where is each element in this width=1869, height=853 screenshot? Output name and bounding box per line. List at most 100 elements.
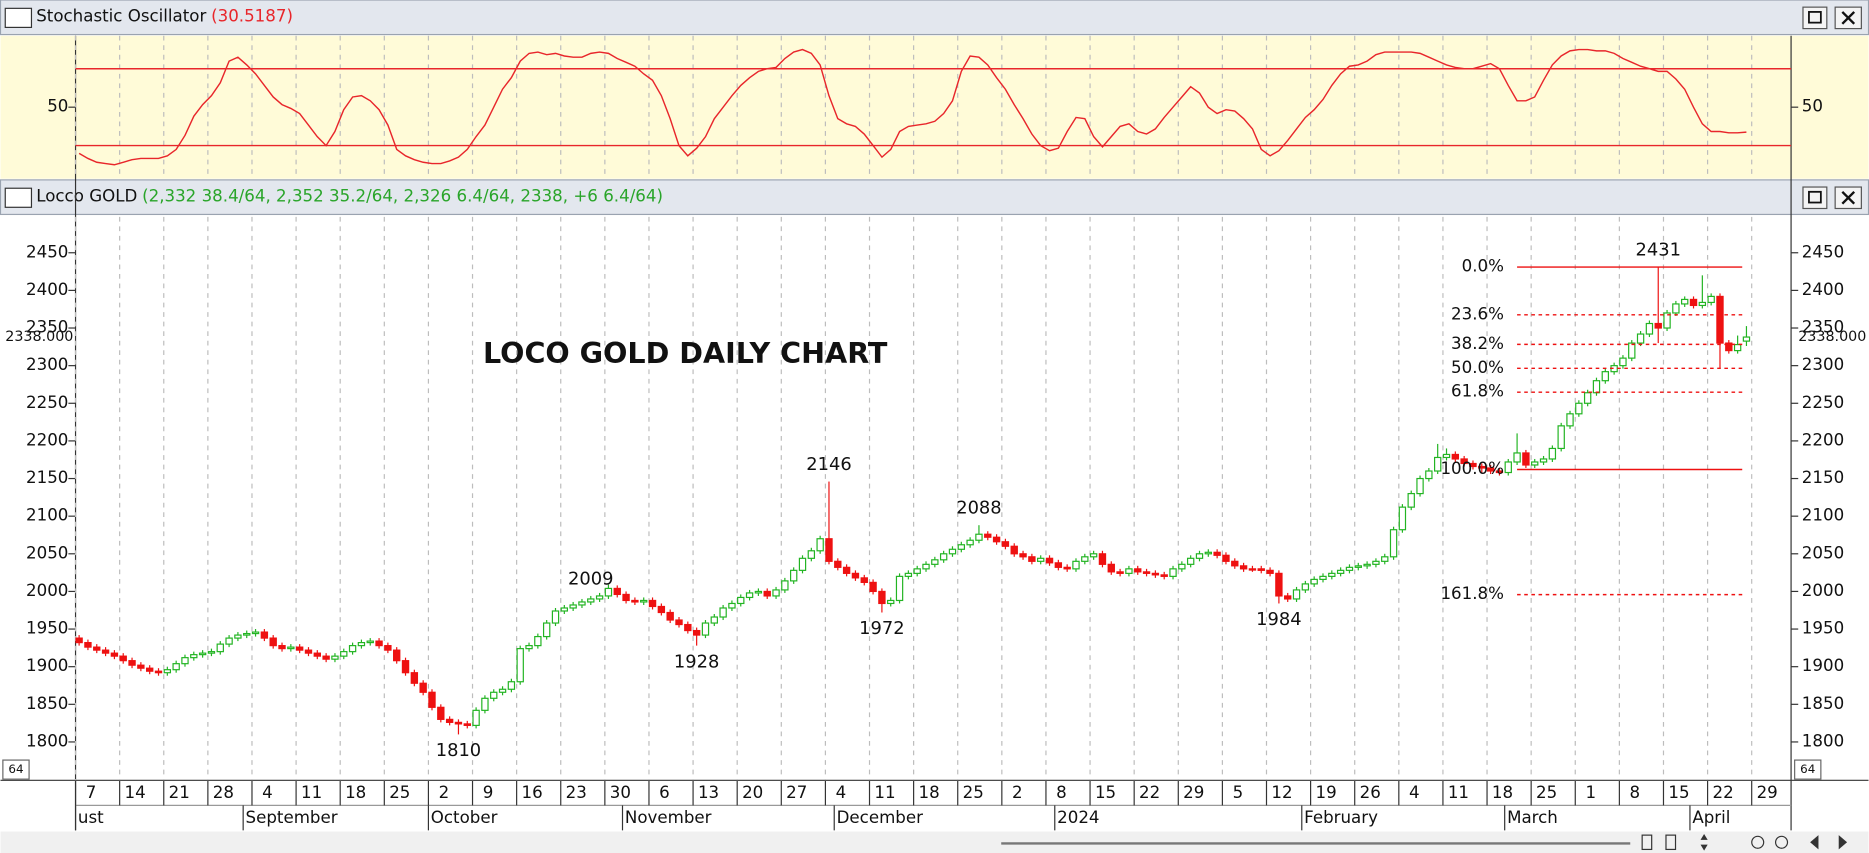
candle-body: [834, 560, 842, 568]
x-tick-label: 11: [1448, 783, 1469, 802]
candle-body: [948, 548, 957, 555]
month-label: September: [246, 808, 338, 827]
candle-body: [384, 645, 392, 651]
fib-label: 100.0%: [1440, 459, 1504, 478]
window-icon: [4, 187, 33, 208]
peak-annotation: 1928: [674, 651, 719, 672]
peak-annotation: 2146: [806, 454, 851, 475]
candle-body: [198, 652, 207, 656]
fib-label: 161.8%: [1440, 584, 1504, 603]
candle-body: [622, 593, 630, 602]
candle-body: [1566, 413, 1574, 427]
candle-body: [798, 557, 807, 571]
candle-body: [1328, 572, 1336, 577]
y-tick-label: 2050: [26, 543, 68, 562]
candle-body: [304, 649, 313, 654]
x-tick-label: 4: [836, 783, 847, 802]
y-tick-label: 2400: [26, 280, 68, 299]
x-tick-label: 8: [1630, 783, 1641, 802]
x-tick-label: 13: [698, 783, 719, 802]
month-label: April: [1692, 808, 1730, 827]
scale-box: [2, 759, 30, 780]
candle-body: [1354, 565, 1362, 568]
scale-box: [1794, 759, 1822, 780]
candle-body: [401, 660, 410, 674]
candle-body: [1531, 461, 1539, 466]
candle-body: [1116, 571, 1124, 574]
month-label: October: [431, 808, 498, 827]
close-icon: [1841, 11, 1856, 25]
candle-body: [613, 587, 621, 596]
candle-body: [737, 596, 745, 605]
candle-body: [595, 595, 604, 600]
x-tick-label: 11: [301, 783, 322, 802]
candle-body: [1381, 556, 1389, 562]
candle-body: [684, 623, 692, 632]
tool-icon[interactable]: [1751, 835, 1765, 849]
tool-icon[interactable]: [1641, 834, 1653, 851]
candle-body: [1707, 295, 1715, 304]
tool-icon[interactable]: [1774, 835, 1789, 849]
peak-annotation: 2431: [1636, 239, 1681, 260]
candle-body: [1204, 551, 1213, 555]
x-tick-label: 6: [659, 783, 670, 802]
candle-body: [340, 651, 348, 657]
candle-body: [1292, 589, 1301, 600]
candle-body: [1063, 566, 1071, 570]
x-tick-label: 29: [1183, 783, 1204, 802]
candle-body: [1213, 551, 1221, 556]
candle-body: [278, 645, 286, 650]
x-tick-label: 8: [1056, 783, 1067, 802]
candle-body: [1248, 568, 1257, 571]
maximize-button[interactable]: [1802, 6, 1828, 30]
peak-annotation: 2009: [568, 568, 613, 589]
labels: 50 50 1800 1800 1850 1850 1900 1900 1950 1950 2000…: [5, 97, 1866, 827]
tool-icon[interactable]: [1700, 833, 1708, 851]
candle-body: [957, 544, 965, 550]
candle-body: [1257, 568, 1265, 571]
candle-body: [904, 572, 913, 577]
candle-body: [851, 572, 860, 579]
candle-body: [348, 645, 357, 653]
candle-body: [145, 667, 154, 672]
candle-body: [1089, 553, 1098, 558]
candle-body: [1681, 298, 1689, 305]
y-tick-label: 1900: [26, 656, 68, 675]
x-tick-label: 7: [86, 783, 97, 802]
candle-body: [1037, 557, 1045, 562]
candle-body: [1725, 342, 1733, 352]
x-tick-label: 5: [1233, 783, 1244, 802]
y-tick-label: 1850: [1802, 694, 1844, 713]
candle-body: [1284, 595, 1292, 600]
x-tick-label: 22: [1139, 783, 1160, 802]
scale-note: 64: [1800, 762, 1815, 776]
candle-body: [357, 642, 366, 647]
candle-body: [225, 637, 233, 645]
scroll-right[interactable]: [1838, 835, 1848, 850]
candle-body: [1504, 461, 1512, 474]
y-tick-label: 2050: [1802, 543, 1844, 562]
fib-label: 38.2%: [1451, 334, 1504, 353]
candle-body: [1583, 392, 1592, 404]
candle-body: [569, 604, 577, 609]
panel-value: (30.5187): [211, 6, 293, 25]
candle-body: [1001, 541, 1010, 547]
tool-icon[interactable]: [1665, 834, 1677, 851]
x-tick-label: 18: [345, 783, 366, 802]
x-tick-label: 18: [1492, 783, 1513, 802]
candle-body: [1575, 402, 1583, 415]
candle-body: [172, 663, 180, 671]
candle-body: [445, 718, 454, 723]
scroll-left[interactable]: [1810, 835, 1819, 850]
candle-body: [1107, 563, 1115, 573]
maximize-button[interactable]: [1802, 186, 1828, 210]
x-tick-label: 4: [262, 783, 273, 802]
fib-label: 61.8%: [1451, 382, 1504, 401]
peak-annotation: 2088: [956, 498, 1001, 519]
candle-body: [922, 563, 930, 570]
candle-body: [437, 706, 445, 720]
candle-body: [1310, 578, 1318, 585]
candle-body: [878, 590, 886, 605]
x-tick-label: 15: [1668, 783, 1689, 802]
candle-body: [1495, 470, 1504, 474]
